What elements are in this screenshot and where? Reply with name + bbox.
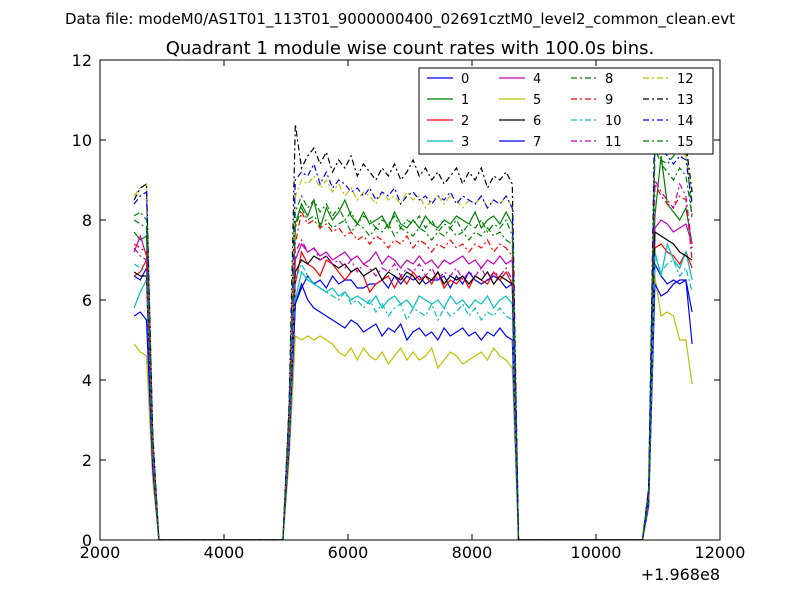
series-line-10 bbox=[133, 255, 693, 540]
series-line-1 bbox=[133, 155, 693, 540]
legend-label-1: 1 bbox=[461, 93, 469, 108]
x-tick-label: 8000 bbox=[452, 543, 493, 562]
series-line-7 bbox=[133, 279, 693, 540]
x-tick-label: 4000 bbox=[204, 543, 245, 562]
legend-label-15: 15 bbox=[677, 135, 694, 150]
legend-label-5: 5 bbox=[533, 93, 541, 108]
y-tick-label: 2 bbox=[82, 451, 92, 470]
x-tick-label: 12000 bbox=[695, 543, 746, 562]
x-tick-label: 2000 bbox=[80, 543, 121, 562]
series-line-0 bbox=[133, 263, 693, 540]
series-line-13 bbox=[133, 103, 693, 540]
legend-label-2: 2 bbox=[461, 114, 469, 129]
legend-label-9: 9 bbox=[605, 93, 613, 108]
legend-label-11: 11 bbox=[605, 135, 622, 150]
series-line-12 bbox=[133, 111, 693, 540]
series-line-9 bbox=[133, 183, 693, 540]
legend-box bbox=[418, 67, 714, 155]
y-tick-label: 4 bbox=[82, 371, 92, 390]
plot-area bbox=[133, 103, 693, 540]
chart-suptitle: Data file: modeM0/AS1T01_113T01_90000004… bbox=[65, 10, 735, 29]
y-tick-label: 0 bbox=[82, 531, 92, 550]
series-line-3 bbox=[133, 241, 693, 540]
legend-label-10: 10 bbox=[605, 114, 622, 129]
legend-label-8: 8 bbox=[605, 72, 613, 87]
y-tick-label: 6 bbox=[82, 291, 92, 310]
x-tick-label: 6000 bbox=[328, 543, 369, 562]
legend-label-7: 7 bbox=[533, 135, 541, 150]
legend-label-4: 4 bbox=[533, 72, 541, 87]
y-tick-label: 12 bbox=[72, 51, 92, 70]
x-tick-label: 10000 bbox=[571, 543, 622, 562]
legend-label-0: 0 bbox=[461, 72, 469, 87]
chart-title: Quadrant 1 module wise count rates with … bbox=[166, 38, 655, 59]
series-line-6 bbox=[133, 230, 693, 540]
series-line-4 bbox=[133, 219, 693, 540]
series-line-8 bbox=[133, 142, 693, 540]
series-line-5 bbox=[133, 275, 693, 540]
series-line-2 bbox=[133, 243, 693, 540]
series-line-11 bbox=[133, 179, 693, 540]
series-line-14 bbox=[133, 135, 693, 540]
legend-label-3: 3 bbox=[461, 135, 469, 150]
legend-label-13: 13 bbox=[677, 93, 694, 108]
x-offset-label: +1.968e8 bbox=[641, 565, 720, 584]
series-line-15 bbox=[133, 147, 693, 540]
legend-label-6: 6 bbox=[533, 114, 541, 129]
y-tick-label: 8 bbox=[82, 211, 92, 230]
y-tick-label: 10 bbox=[72, 131, 92, 150]
legend-label-12: 12 bbox=[677, 72, 694, 87]
legend-label-14: 14 bbox=[677, 114, 694, 129]
